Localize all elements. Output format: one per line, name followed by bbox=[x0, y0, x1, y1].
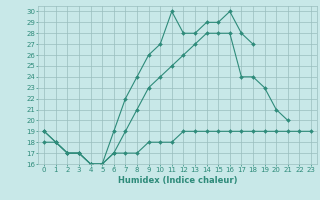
X-axis label: Humidex (Indice chaleur): Humidex (Indice chaleur) bbox=[118, 176, 237, 185]
